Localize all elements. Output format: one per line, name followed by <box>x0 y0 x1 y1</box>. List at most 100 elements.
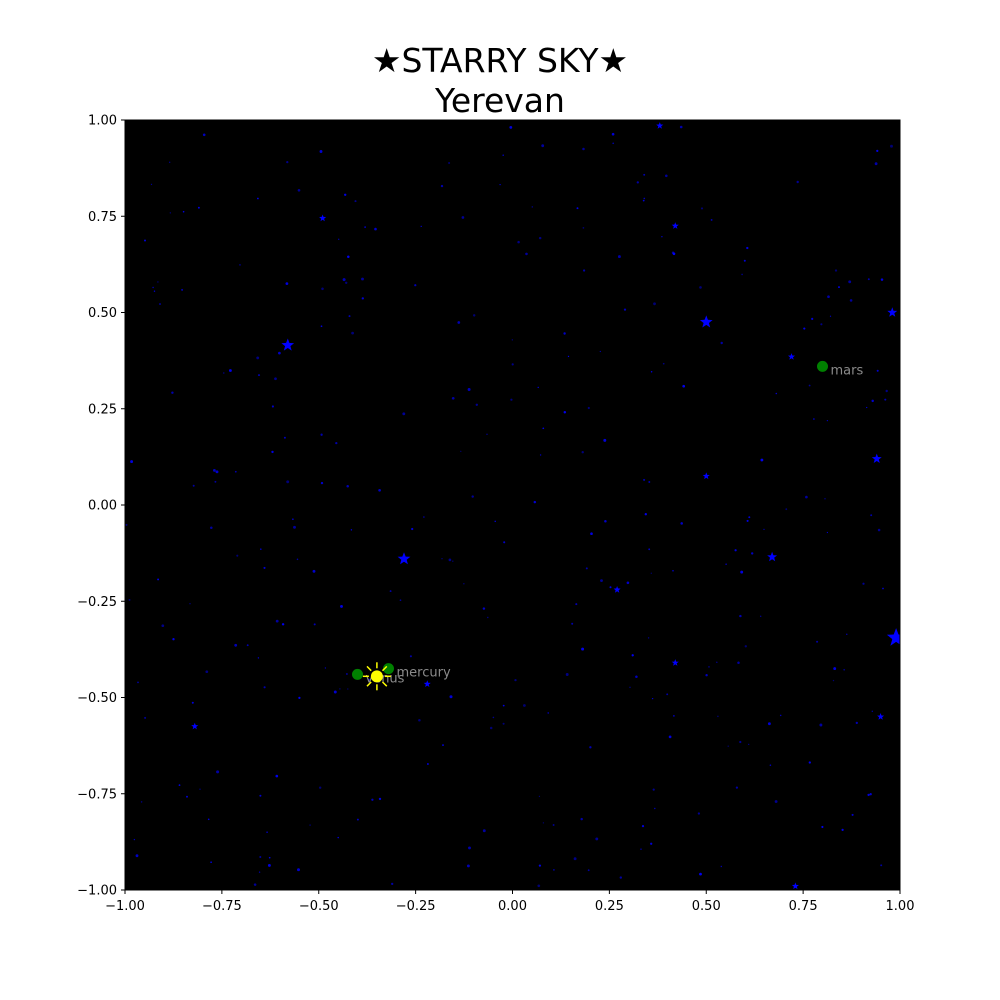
sun-ray <box>366 681 372 687</box>
faint-star <box>808 384 811 387</box>
faint-star <box>449 695 453 699</box>
faint-star <box>418 719 421 722</box>
faint-star <box>482 607 486 610</box>
faint-star <box>333 690 337 694</box>
faint-star <box>320 481 324 485</box>
faint-star <box>680 522 683 525</box>
faint-star <box>604 519 607 523</box>
faint-star <box>502 722 505 725</box>
faint-star <box>267 863 271 867</box>
faint-star <box>182 210 185 213</box>
bright-star <box>788 353 795 360</box>
faint-star <box>641 825 645 828</box>
faint-star <box>452 560 454 562</box>
faint-star <box>739 740 742 744</box>
faint-star <box>673 715 675 717</box>
faint-star <box>647 637 650 639</box>
faint-star <box>202 133 206 137</box>
faint-star <box>312 569 316 573</box>
bright-star <box>871 453 882 463</box>
faint-star <box>125 523 128 526</box>
faint-star <box>652 788 655 791</box>
faint-star <box>705 674 708 677</box>
faint-star <box>843 668 846 671</box>
faint-star <box>563 332 566 335</box>
chart-title: ★STARRY SKY★ <box>371 41 629 80</box>
x-tick-label: 1.00 <box>886 899 915 914</box>
faint-star <box>297 868 300 872</box>
faint-star <box>257 657 260 659</box>
faint-star <box>448 558 452 562</box>
faint-star <box>576 207 579 210</box>
faint-star <box>651 697 654 700</box>
bright-star <box>767 551 778 562</box>
faint-star <box>582 227 585 229</box>
faint-star <box>581 451 584 454</box>
x-tick-label: −0.75 <box>202 899 242 914</box>
faint-star <box>573 857 577 861</box>
faint-star <box>871 710 873 712</box>
faint-star <box>144 716 147 719</box>
faint-star <box>347 688 349 690</box>
faint-star <box>697 812 701 815</box>
faint-star <box>140 801 143 803</box>
faint-star <box>475 403 478 406</box>
faint-star <box>565 673 569 676</box>
faint-star <box>619 876 622 879</box>
faint-star <box>354 200 357 203</box>
faint-star <box>391 882 394 886</box>
faint-star <box>666 693 669 696</box>
faint-star <box>192 484 195 487</box>
x-tick-label: 0.75 <box>789 899 818 914</box>
faint-star <box>553 869 555 871</box>
bright-star <box>671 659 679 666</box>
faint-star <box>286 160 289 164</box>
bright-star <box>423 680 431 687</box>
faint-star <box>319 150 323 153</box>
faint-star <box>650 572 652 574</box>
y-tick-label: −0.75 <box>77 787 117 802</box>
faint-star <box>725 563 727 565</box>
faint-star <box>821 825 824 829</box>
faint-star <box>867 278 870 281</box>
faint-star <box>236 554 239 557</box>
faint-star <box>644 513 647 516</box>
faint-star <box>210 861 212 863</box>
faint-star <box>617 255 621 259</box>
faint-star <box>816 640 819 643</box>
faint-star <box>364 226 366 228</box>
faint-star <box>582 269 586 272</box>
faint-star <box>582 147 585 151</box>
faint-star <box>271 405 274 408</box>
faint-star <box>263 566 266 569</box>
axes: −1.00 −0.75 −0.50 −0.25 0.00 0.25 0.50 0.75 1.00… <box>77 114 914 915</box>
faint-star <box>760 458 764 462</box>
faint-star <box>297 188 301 192</box>
faint-star <box>700 207 704 210</box>
faint-star <box>609 586 612 589</box>
faint-star <box>867 793 870 797</box>
faint-star <box>246 644 249 647</box>
y-tick-label: 0.50 <box>88 306 117 321</box>
faint-star <box>642 199 645 202</box>
faint-star <box>699 872 702 876</box>
faint-star <box>130 460 134 464</box>
faint-star <box>441 558 443 560</box>
faint-star <box>575 603 578 606</box>
x-tick-label: −0.25 <box>396 899 436 914</box>
y-tick-label: 1.00 <box>88 114 117 129</box>
faint-star <box>869 793 872 796</box>
faint-star <box>741 273 743 276</box>
faint-star <box>623 308 627 311</box>
faint-star <box>258 871 261 873</box>
faint-star <box>829 315 832 317</box>
faint-star <box>517 240 520 244</box>
faint-star <box>880 864 883 867</box>
faint-star <box>748 516 751 519</box>
faint-star <box>547 712 549 714</box>
faint-star <box>239 264 241 266</box>
faint-star <box>335 441 338 445</box>
faint-star <box>144 239 146 242</box>
